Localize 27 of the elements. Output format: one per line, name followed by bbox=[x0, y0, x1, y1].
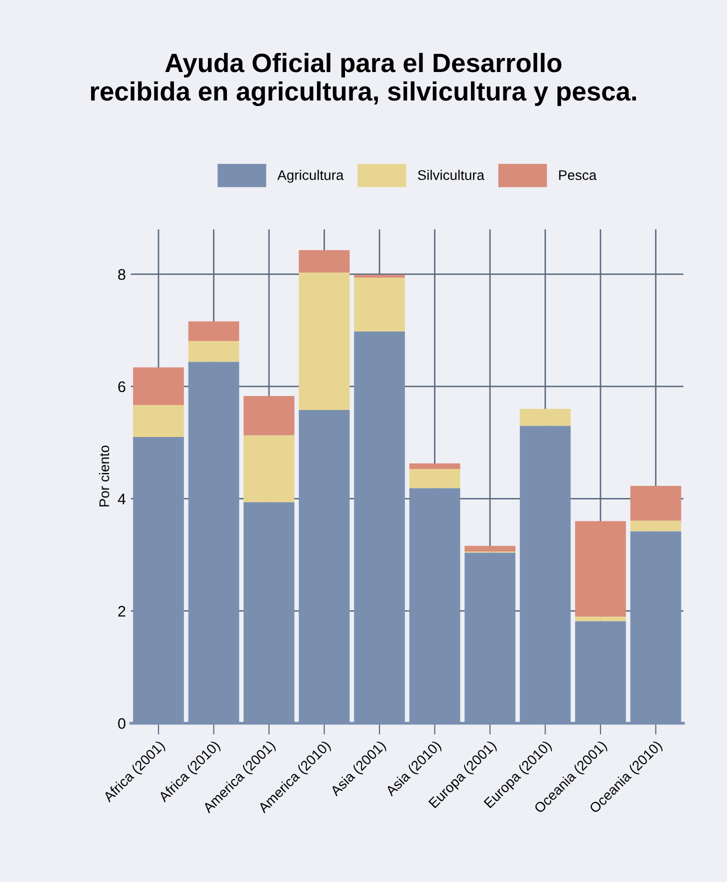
y-axis-title: Por ciento bbox=[99, 446, 110, 506]
y-tick-label: 2 bbox=[118, 606, 126, 617]
legend-label: Pesca bbox=[559, 170, 597, 180]
y-tick-label: 6 bbox=[118, 381, 126, 392]
bar bbox=[409, 468, 460, 488]
bar bbox=[244, 435, 294, 502]
bar bbox=[575, 616, 626, 622]
bar bbox=[409, 463, 460, 469]
bar bbox=[630, 520, 682, 532]
bar bbox=[298, 250, 350, 273]
y-tick-label: 4 bbox=[118, 494, 126, 504]
bar bbox=[133, 405, 184, 437]
bar bbox=[298, 272, 350, 410]
bar bbox=[188, 321, 240, 342]
bar bbox=[188, 341, 240, 362]
bar bbox=[244, 396, 294, 436]
bar bbox=[575, 521, 626, 617]
bar bbox=[133, 367, 184, 405]
y-tick-label: 0 bbox=[118, 718, 126, 729]
chart-title: Ayuda Oficial para el Desarrollo recibida en agricultura, silvicultura y pesca. bbox=[91, 52, 636, 106]
bar bbox=[464, 546, 516, 552]
y-tick-label: 8 bbox=[118, 269, 126, 280]
legend-label: Agricultura bbox=[277, 170, 344, 183]
bar bbox=[630, 486, 682, 521]
bar bbox=[354, 278, 405, 332]
bar bbox=[520, 408, 571, 426]
legend-label: Silvicultura bbox=[418, 170, 484, 180]
